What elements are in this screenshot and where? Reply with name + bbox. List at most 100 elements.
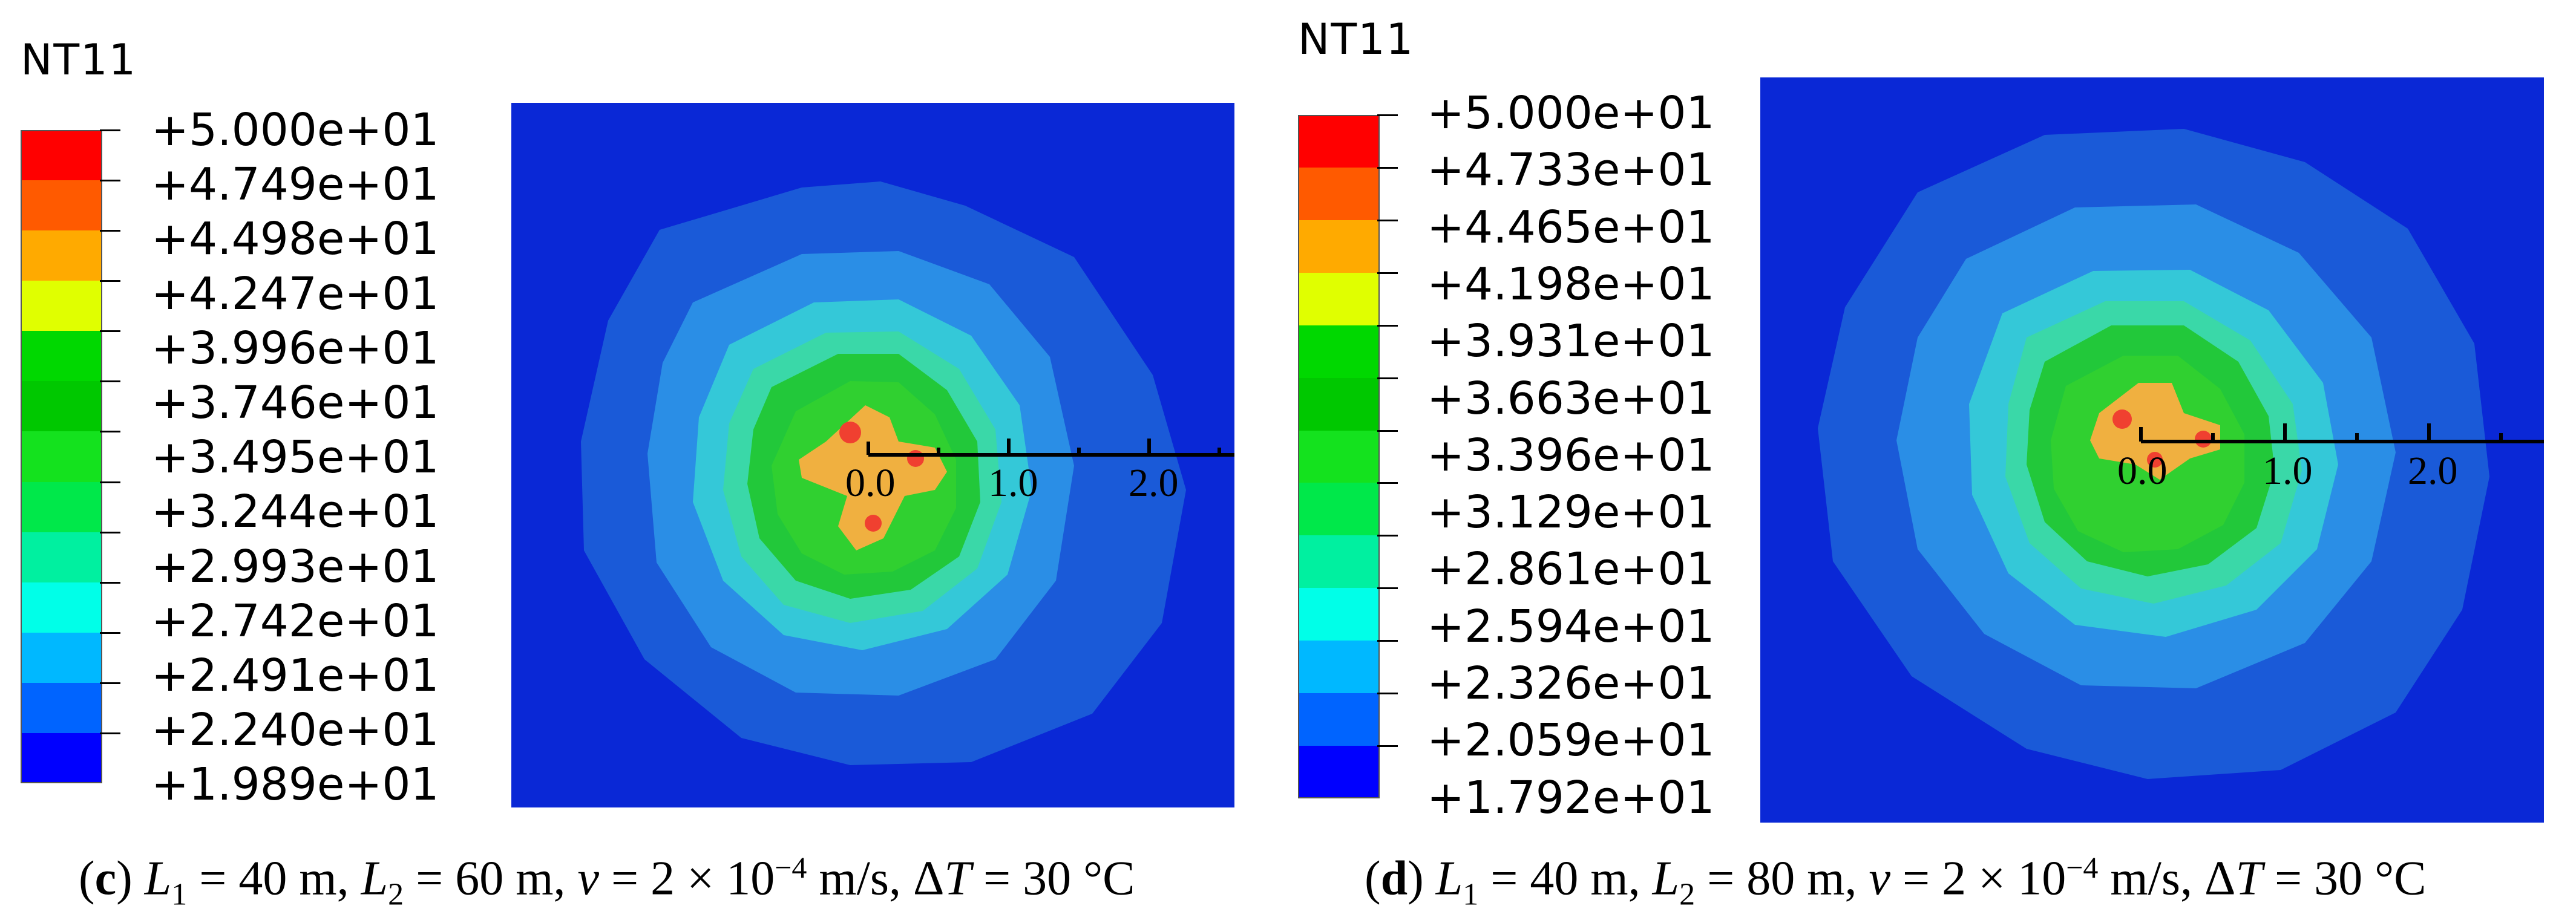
legend-level-label: +5.000e+01 (151, 104, 439, 156)
axis-tick-label: 0.0 (845, 461, 896, 505)
caption-text: = 80 m, (1695, 852, 1869, 905)
legend-color-swatch (21, 381, 102, 432)
caption-var: L (1652, 852, 1680, 905)
axis-tick-label: 2.0 (2408, 449, 2458, 493)
legend-tick (100, 531, 120, 533)
legend-color-swatch (21, 682, 102, 734)
temperature-contour-plot: 0.0 1.0 2.0 (511, 103, 1234, 807)
legend-tick (100, 330, 120, 333)
legend-level-label: +1.792e+01 (1427, 771, 1715, 824)
caption-exp: −4 (2066, 850, 2099, 884)
legend-tick (100, 230, 120, 232)
legend-level-label: +4.465e+01 (1427, 201, 1715, 253)
legend-level-label: +3.129e+01 (1427, 486, 1715, 539)
legend-color-swatch (21, 331, 102, 382)
legend-color-swatch (21, 180, 102, 231)
legend-tick (1377, 482, 1398, 484)
legend-level-label: +3.996e+01 (151, 322, 439, 374)
legend-tick (1377, 219, 1398, 221)
figure-caption: (c) L1 = 40 m, L2 = 60 m, v = 2 × 10−4 m… (79, 850, 1135, 912)
legend-color-swatch (21, 582, 102, 633)
legend-color-swatch (1298, 115, 1380, 168)
caption-var: T (944, 852, 971, 905)
legend-color-swatch (1298, 693, 1380, 746)
legend-color-swatch (1298, 430, 1380, 483)
legend-color-swatch (21, 532, 102, 583)
legend-tick (1377, 114, 1398, 116)
legend-color-swatch (1298, 483, 1380, 536)
legend-color-swatch (1298, 325, 1380, 379)
legend-level-label: +2.861e+01 (1427, 543, 1715, 596)
panel-c: NT11 +5.000e+01 +4.749e+01 +4.498e+01 +4.24… (0, 0, 1271, 923)
legend-tick (1377, 693, 1398, 695)
legend-tick (100, 431, 120, 433)
legend-level-label: +4.749e+01 (151, 158, 439, 211)
legend-level-label: +1.989e+01 (151, 758, 439, 811)
legend-color-swatch (1298, 746, 1380, 799)
legend-tick (100, 481, 120, 483)
axis-tick-label: 2.0 (1129, 461, 1179, 505)
legend-tick (100, 581, 120, 584)
caption-var: v (577, 852, 599, 905)
legend-tick (100, 732, 120, 734)
legend-tick (1377, 166, 1398, 169)
legend-color-swatch (21, 130, 102, 181)
legend-tick (100, 129, 120, 131)
color-legend-bar (21, 130, 102, 784)
color-legend-bar (1298, 115, 1380, 799)
legend-color-swatch (1298, 167, 1380, 221)
caption-sub: 1 (1463, 877, 1479, 912)
legend-level-label: +3.495e+01 (151, 431, 439, 484)
caption-text: m/s, Δ (2098, 852, 2236, 905)
legend-color-swatch (1298, 535, 1380, 589)
caption-var: L (361, 852, 388, 905)
legend-level-label: +3.396e+01 (1427, 429, 1715, 481)
legend-title: NT11 (1298, 15, 1415, 64)
legend-color-swatch (21, 632, 102, 683)
caption-var: v (1869, 852, 1890, 905)
axis-tick-label: 0.0 (2117, 449, 2168, 493)
legend-tick (1377, 745, 1398, 748)
caption-letter: c (94, 852, 117, 905)
caption-exp: −4 (775, 850, 807, 884)
figure-caption: (d) L1 = 40 m, L2 = 80 m, v = 2 × 10−4 m… (1365, 850, 2427, 912)
axis-tick-label: 1.0 (2263, 449, 2313, 493)
legend-tick (1377, 324, 1398, 327)
caption-text: = 30 °C (971, 852, 1135, 905)
legend-level-label: +5.000e+01 (1427, 87, 1715, 139)
legend-level-label: +4.498e+01 (151, 213, 439, 266)
legend-color-swatch (1298, 272, 1380, 326)
legend-level-label: +3.746e+01 (151, 377, 439, 429)
caption-text: = 2 × 10 (1890, 852, 2066, 905)
legend-tick (1377, 587, 1398, 590)
panel-d: NT11 +5.000e+01 +4.733e+01 +4.465e+01 +4.19… (1271, 0, 2576, 923)
caption-text: = 60 m, (404, 852, 578, 905)
legend-color-swatch (21, 431, 102, 483)
caption-letter: d (1380, 852, 1408, 905)
caption-sub: 2 (388, 877, 404, 912)
caption-text: = 2 × 10 (599, 852, 775, 905)
legend-level-label: +2.326e+01 (1427, 657, 1715, 709)
legend-color-swatch (1298, 220, 1380, 273)
caption-text: = 40 m, (1478, 852, 1653, 905)
legend-tick (100, 631, 120, 634)
legend-level-label: +4.198e+01 (1427, 258, 1715, 310)
caption-sub: 1 (171, 877, 188, 912)
legend-level-label: +2.742e+01 (151, 595, 439, 647)
legend-level-label: +2.059e+01 (1427, 714, 1715, 767)
legend-color-swatch (1298, 377, 1380, 431)
legend-level-label: +2.993e+01 (151, 540, 439, 593)
temperature-contour-plot: 0.0 1.0 2.0 (1760, 77, 2544, 823)
caption-text: = 30 °C (2262, 852, 2427, 905)
legend-level-label: +2.491e+01 (151, 650, 439, 702)
legend-level-label: +3.244e+01 (151, 486, 439, 538)
legend-color-swatch (21, 481, 102, 533)
legend-tick (1377, 535, 1398, 537)
distance-axis (867, 439, 1234, 457)
legend-color-swatch (1298, 641, 1380, 694)
legend-level-label: +2.240e+01 (151, 704, 439, 757)
legend-level-label: +3.663e+01 (1427, 372, 1715, 425)
legend-tick (100, 380, 120, 383)
legend-tick (1377, 640, 1398, 642)
caption-var: L (144, 852, 172, 905)
